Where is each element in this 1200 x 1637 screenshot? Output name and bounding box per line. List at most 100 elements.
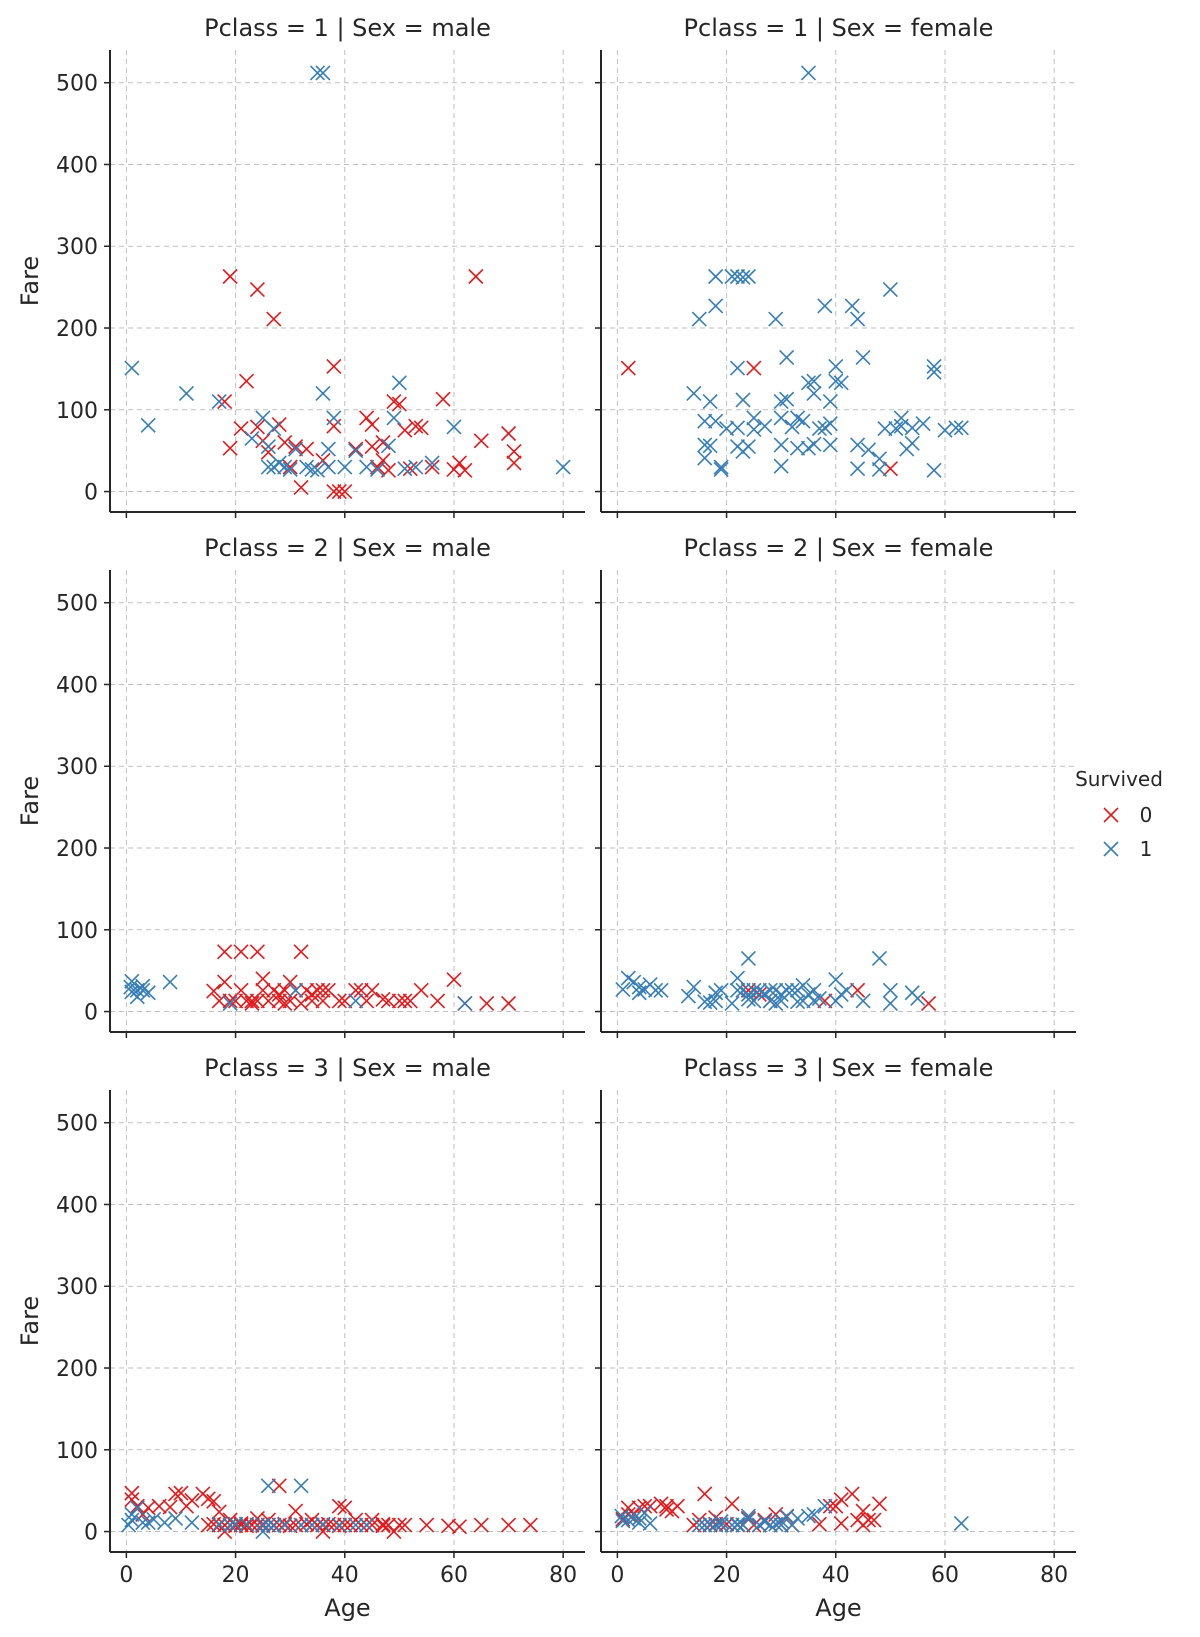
data-point [904, 420, 920, 436]
data-point [811, 990, 827, 1007]
data-point [271, 993, 287, 1009]
data-point [124, 360, 140, 376]
data-point [768, 311, 784, 327]
data-point [391, 396, 407, 412]
data-point [921, 995, 937, 1011]
data-point [326, 410, 342, 426]
facet-panel: Pclass = 2 | Sex = male 0 100 200 300 400 500 F… [16, 534, 585, 1038]
facet-panel: Pclass = 2 | Sex = female [595, 534, 1076, 1038]
y-axis-label: Fare [16, 776, 44, 826]
data-point [364, 439, 380, 455]
data-point [762, 1517, 778, 1533]
x-tick-label: 40 [822, 1563, 850, 1588]
data-point [839, 982, 855, 998]
data-point [740, 950, 756, 966]
data-point [222, 268, 238, 285]
data-point [446, 972, 462, 988]
data-point [315, 1523, 331, 1540]
data-point [833, 1492, 849, 1508]
data-point [795, 413, 811, 429]
data-point [713, 1514, 729, 1530]
data-point [397, 1517, 413, 1533]
data-point [784, 419, 800, 435]
data-point [167, 1486, 184, 1502]
data-point [408, 418, 424, 434]
data-point [337, 1500, 353, 1516]
legend-marker-0 [1103, 807, 1119, 823]
series-survived-0 [124, 1478, 538, 1540]
data-point [277, 1517, 293, 1533]
data-point [926, 364, 942, 380]
data-point [910, 990, 926, 1007]
data-point [724, 995, 740, 1011]
data-point [860, 1512, 877, 1528]
y-tick-label: 400 [56, 1193, 98, 1218]
data-point [348, 1517, 364, 1533]
series-survived-1 [614, 1498, 969, 1533]
data-point [244, 430, 260, 446]
data-point [282, 974, 298, 990]
data-point [140, 985, 156, 1001]
data-point [206, 1493, 222, 1509]
data-point [408, 459, 424, 475]
data-point [293, 1517, 309, 1533]
y-tick-label: 200 [56, 317, 98, 342]
data-point [233, 1517, 249, 1533]
data-point [260, 1478, 276, 1494]
data-point [260, 993, 276, 1009]
data-point [740, 1511, 756, 1527]
data-point [293, 944, 309, 960]
data-point [729, 360, 746, 376]
data-point [386, 394, 402, 410]
data-point [882, 982, 898, 998]
data-point [353, 982, 369, 998]
data-point [746, 421, 762, 437]
data-point [637, 1505, 653, 1521]
data-point [277, 982, 293, 998]
data-point [937, 422, 953, 438]
data-point [708, 298, 724, 314]
data-point [173, 1485, 189, 1501]
data-point [500, 995, 517, 1011]
data-point [702, 994, 718, 1011]
data-point [277, 434, 293, 451]
data-point [162, 1499, 178, 1515]
data-point [806, 436, 822, 452]
data-point [424, 455, 440, 471]
data-point [167, 1510, 184, 1527]
legend-entry-1: 1 [1103, 837, 1152, 861]
data-point [811, 1516, 827, 1532]
data-point [822, 1498, 838, 1514]
data-point [369, 461, 386, 478]
data-point [740, 1508, 756, 1524]
data-point [359, 459, 375, 475]
data-point [555, 459, 571, 475]
x-tick-label: 0 [610, 1563, 624, 1588]
y-tick-label: 0 [84, 1521, 98, 1546]
data-point [735, 269, 751, 285]
y-tick-label: 300 [56, 235, 98, 260]
data-point [331, 993, 347, 1009]
data-point [806, 1506, 822, 1522]
data-point [850, 437, 866, 453]
data-point [298, 441, 315, 457]
data-point [757, 418, 773, 434]
data-point [713, 461, 729, 478]
data-point [822, 416, 838, 432]
data-point [860, 442, 877, 458]
data-point [353, 1517, 369, 1533]
data-point [337, 1517, 353, 1533]
data-point [446, 419, 462, 435]
data-point [669, 1498, 686, 1514]
data-point [768, 995, 784, 1011]
data-point [222, 440, 238, 456]
data-point [211, 1504, 227, 1520]
data-point [702, 438, 718, 454]
data-point [348, 441, 364, 457]
data-point [473, 433, 489, 449]
data-point [260, 459, 276, 475]
data-point [620, 360, 636, 376]
data-point [260, 1517, 276, 1533]
data-point [724, 1517, 740, 1533]
